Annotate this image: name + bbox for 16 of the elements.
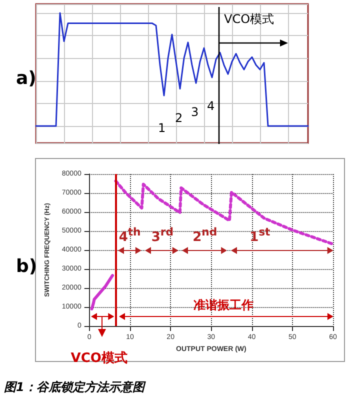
line-series: [114, 180, 334, 246]
annotation: 1: [158, 121, 166, 135]
annotation: 3: [191, 105, 199, 119]
annotation: 2$^{nd}$: [192, 226, 218, 245]
annotation: 2: [175, 111, 183, 125]
text: b): [16, 256, 38, 277]
line-series: [90, 274, 114, 310]
annotation: a): [16, 68, 36, 89]
text: VCO模式: [70, 350, 128, 366]
annotation: 3$^{rd}$: [151, 226, 174, 245]
annotation: 4: [207, 99, 215, 113]
annotation: VCO模式: [224, 12, 274, 26]
annotation: 4$^{th}$: [118, 226, 141, 245]
caption: 图1：谷底锁定方法示意图: [4, 380, 144, 394]
annotation: 1$^{st}$: [250, 226, 270, 245]
annotation: 准谐振工作: [193, 298, 254, 312]
